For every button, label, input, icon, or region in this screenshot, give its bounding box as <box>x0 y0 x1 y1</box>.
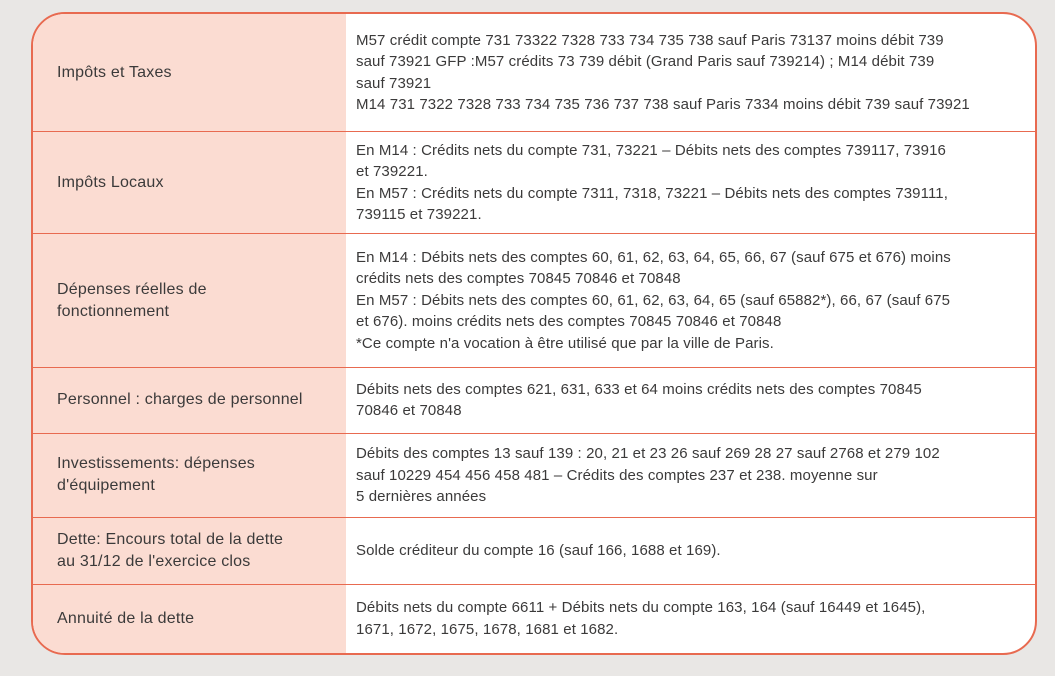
row-description: M57 crédit compte 731 73322 7328 733 734… <box>356 31 970 114</box>
row-label-cell: Investissements: dépenses d'équipement <box>33 433 346 518</box>
row-label: Personnel : charges de personnel <box>57 391 303 409</box>
table-row: Dette: Encours total de la dette au 31/1… <box>33 518 1035 585</box>
row-description-cell: Solde créditeur du compte 16 (sauf 166, … <box>346 518 1035 584</box>
table-row: Investissements: dépenses d'équipement D… <box>33 433 1035 519</box>
row-description: En M14 : Crédits nets du compte 731, 732… <box>356 141 948 224</box>
row-label: Dépenses réelles de fonctionnement <box>57 280 207 320</box>
row-description-cell: Débits nets du compte 6611 + Débits nets… <box>346 585 1035 653</box>
row-label-cell: Annuité de la dette <box>33 584 346 653</box>
row-label: Impôts Locaux <box>57 173 164 191</box>
row-description-cell: Débits des comptes 13 sauf 139 : 20, 21 … <box>346 434 1035 517</box>
table-row: Personnel : charges de personnel Débits … <box>33 368 1035 434</box>
row-label: Impôts et Taxes <box>57 63 172 81</box>
row-description-cell: M57 crédit compte 731 73322 7328 733 734… <box>346 14 1035 131</box>
definitions-table: Impôts et Taxes M57 crédit compte 731 73… <box>31 12 1037 655</box>
table-row: Annuité de la dette Débits nets du compt… <box>33 584 1035 653</box>
row-description-cell: En M14 : Crédits nets du compte 731, 732… <box>346 132 1035 233</box>
table-row: Impôts et Taxes M57 crédit compte 731 73… <box>33 14 1035 133</box>
row-label-cell: Impôts Locaux <box>33 132 346 234</box>
row-label-cell: Personnel : charges de personnel <box>33 368 346 433</box>
table-row: Impôts Locaux En M14 : Crédits nets du c… <box>33 132 1035 235</box>
row-label: Dette: Encours total de la dette au 31/1… <box>57 530 284 570</box>
row-description-cell: Débits nets des comptes 621, 631, 633 et… <box>346 368 1035 433</box>
row-description: Débits des comptes 13 sauf 139 : 20, 21 … <box>356 445 940 506</box>
row-description: En M14 : Débits nets des comptes 60, 61,… <box>356 248 951 352</box>
row-description: Débits nets des comptes 621, 631, 633 et… <box>356 380 922 420</box>
table-row: Dépenses réelles de fonctionnement En M1… <box>33 234 1035 369</box>
row-label-cell: Impôts et Taxes <box>33 14 346 132</box>
row-label-cell: Dette: Encours total de la dette au 31/1… <box>33 518 346 584</box>
row-label-cell: Dépenses réelles de fonctionnement <box>33 234 346 368</box>
row-description-cell: En M14 : Débits nets des comptes 60, 61,… <box>346 234 1035 367</box>
row-description: Solde créditeur du compte 16 (sauf 166, … <box>356 542 721 560</box>
row-description: Débits nets du compte 6611 + Débits nets… <box>356 599 926 638</box>
row-label: Annuité de la dette <box>57 609 195 627</box>
row-label: Investissements: dépenses d'équipement <box>57 455 255 495</box>
